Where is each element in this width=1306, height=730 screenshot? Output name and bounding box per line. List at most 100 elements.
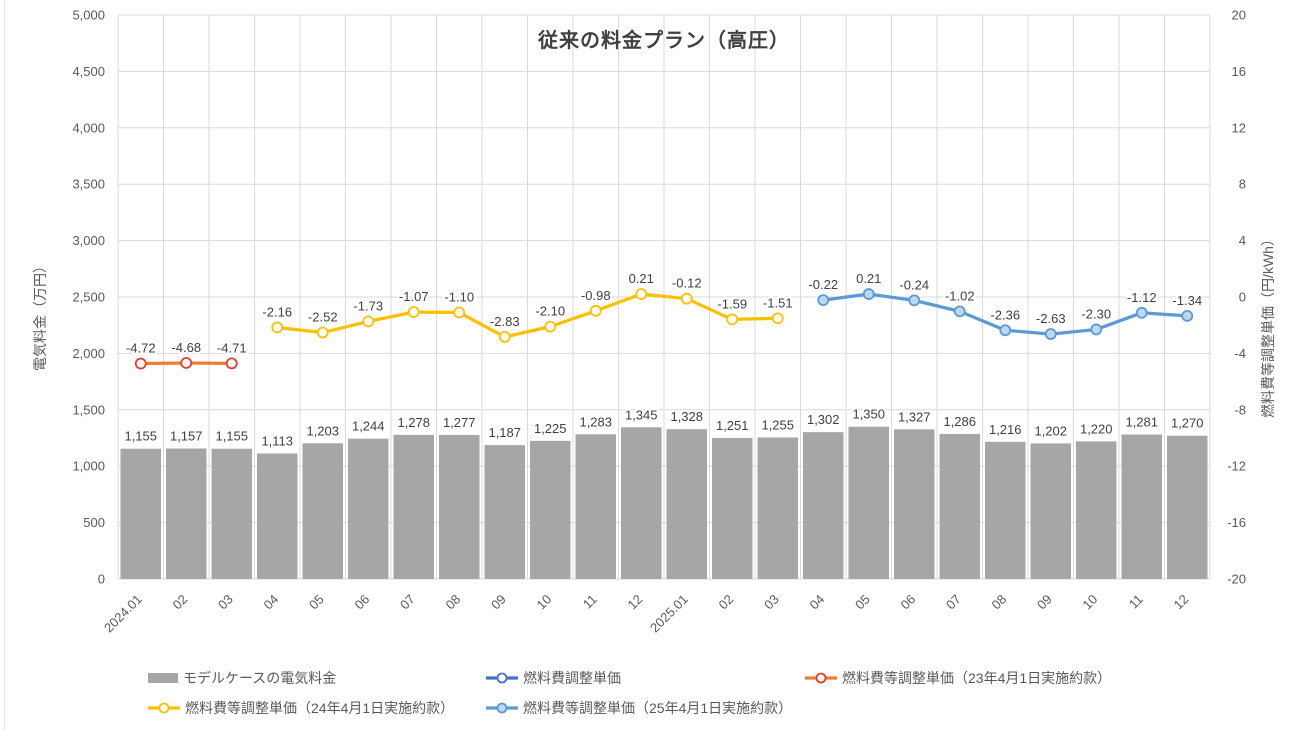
data-point-marker[interactable] [862,288,875,300]
line-data-label: -1.59 [717,296,747,311]
data-point-marker[interactable] [680,292,693,305]
right-axis-tick: -4 [1234,346,1246,361]
data-point-marker[interactable] [1044,328,1057,340]
data-point-marker[interactable] [498,331,511,343]
bar-data-label: 1,270 [1171,416,1204,431]
line-data-label: -1.02 [945,288,975,303]
x-axis-label: 04 [807,592,828,613]
legend-item[interactable]: 燃料費調整単価 [486,670,621,686]
bar-02[interactable] [166,448,207,579]
bar-03[interactable] [211,448,253,579]
data-point-marker[interactable] [453,306,466,319]
data-point-marker[interactable] [134,357,147,370]
data-point-marker[interactable] [771,312,784,325]
data-point-marker[interactable] [316,326,329,339]
x-axis-label: 11 [1126,592,1146,612]
bar-07[interactable] [939,433,981,579]
data-point-marker[interactable] [271,321,284,334]
right-axis-tick: -8 [1234,402,1246,417]
bar-08[interactable] [439,434,480,579]
bar-data-label: 1,350 [852,407,885,422]
legend-bar-swatch [148,673,178,683]
bar-2024.01[interactable] [120,448,162,579]
legend-item[interactable]: モデルケースの電気料金 [148,670,336,686]
x-axis-label: 09 [1034,592,1055,613]
x-axis-label: 12 [1171,592,1192,613]
bar-data-label: 1,155 [215,429,248,444]
bar-03[interactable] [757,437,799,579]
data-point-marker[interactable] [1181,309,1194,322]
bar-05[interactable] [302,443,344,579]
bar-05[interactable] [848,426,890,579]
x-axis-label: 02 [170,592,191,613]
bar-07[interactable] [393,434,435,579]
bar-12[interactable] [1167,435,1208,579]
line-data-label: -4.68 [171,340,201,355]
data-point-marker[interactable] [362,315,375,328]
data-point-marker[interactable] [1090,323,1103,336]
bar-11[interactable] [1121,434,1163,579]
data-point-marker[interactable] [953,305,966,318]
x-axis-label: 2025.01 [647,592,691,636]
data-point-marker[interactable] [635,288,648,300]
line-data-label: -2.52 [308,310,338,325]
bar-11[interactable] [575,434,617,579]
legend-item[interactable]: 燃料費等調整単価（25年4月1日実施約款） [486,700,792,716]
bar-08[interactable] [985,441,1026,579]
right-axis-tick: 16 [1232,64,1246,79]
line-data-label: -0.98 [581,288,611,303]
data-point-marker[interactable] [180,357,193,369]
bar-04[interactable] [257,453,298,579]
legend-item[interactable]: 燃料費等調整単価（23年4月1日実施約款） [805,670,1111,686]
data-point-marker[interactable] [1135,306,1148,319]
line-data-label: -0.22 [808,277,838,292]
bar-data-label: 1,155 [124,429,157,444]
left-axis-tick: 1,000 [72,459,105,474]
line-data-label: -2.30 [1081,306,1111,321]
data-point-marker[interactable] [817,294,830,307]
line-data-label: -0.24 [899,277,929,292]
bar-data-label: 1,281 [1125,415,1158,430]
data-point-marker[interactable] [908,294,921,307]
right-axis-tick: 12 [1232,120,1246,135]
data-point-marker[interactable] [225,357,238,370]
x-axis-label: 10 [1080,592,1101,613]
data-point-marker[interactable] [544,320,557,333]
x-axis-label: 05 [852,592,873,613]
x-axis-label: 03 [215,592,236,613]
x-axis-label: 07 [397,592,418,613]
legend-item[interactable]: 燃料費等調整単価（24年4月1日実施約款） [148,700,454,716]
bar-10[interactable] [530,440,571,579]
bar-06[interactable] [348,438,389,579]
bar-data-label: 1,255 [761,417,794,432]
right-axis-title: 燃料費等調整単価（円/kWh） [1260,232,1276,418]
bar-10[interactable] [1076,441,1117,579]
line-series-2[interactable] [275,292,780,339]
left-axis-tick: 2,500 [72,290,105,305]
bar-09[interactable] [1030,443,1072,579]
legend-line-swatch [486,672,518,684]
line-data-label: -1.34 [1172,293,1202,308]
left-axis-tick: 3,000 [72,233,105,248]
bar-data-label: 1,202 [1034,423,1067,438]
data-point-marker[interactable] [589,304,602,317]
data-point-marker[interactable] [407,306,420,318]
sheet-edge-line [4,0,5,730]
left-axis-tick: 3,500 [72,177,105,192]
bar-data-label: 1,345 [625,407,658,422]
legend-label: モデルケースの電気料金 [183,670,337,686]
bar-04[interactable] [803,432,844,579]
bar-data-label: 1,225 [534,421,567,436]
data-point-marker[interactable] [726,313,739,326]
bar-data-label: 1,283 [579,414,612,429]
bar-data-label: 1,203 [306,423,339,438]
bar-data-label: 1,277 [443,415,476,430]
bar-09[interactable] [484,445,526,579]
bar-12[interactable] [621,427,662,579]
bar-02[interactable] [712,437,753,579]
bar-2025.01[interactable] [666,429,708,579]
legend-label: 燃料費等調整単価（23年4月1日実施約款） [842,670,1112,686]
data-point-marker[interactable] [999,324,1012,337]
bar-06[interactable] [894,429,935,579]
